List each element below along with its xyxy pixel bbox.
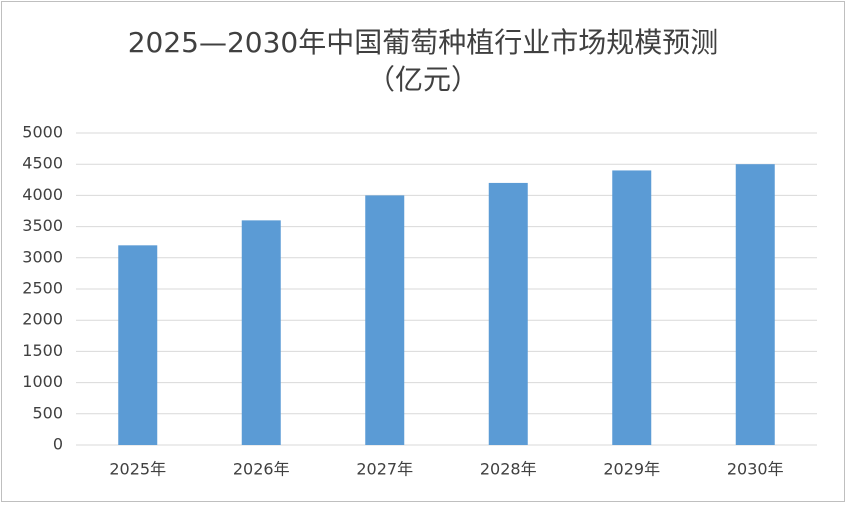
chart-subtitle: （亿元） <box>367 63 479 96</box>
y-tick-label: 500 <box>32 403 63 422</box>
x-tick-label: 2028年 <box>480 460 537 479</box>
y-tick-label: 3000 <box>22 247 63 266</box>
x-tick-label: 2025年 <box>109 460 166 479</box>
y-tick-label: 4000 <box>22 185 63 204</box>
bar <box>735 164 775 445</box>
y-tick-label: 2000 <box>22 310 63 329</box>
y-tick-label: 0 <box>53 435 63 454</box>
bar <box>612 170 652 445</box>
bar <box>118 245 158 445</box>
y-tick-label: 1000 <box>22 372 63 391</box>
x-tick-label: 2030年 <box>727 460 784 479</box>
bar <box>365 195 405 445</box>
bar <box>488 182 528 446</box>
y-tick-label: 2500 <box>22 279 63 298</box>
x-tick-label: 2029年 <box>603 460 660 479</box>
y-tick-label: 1500 <box>22 341 63 360</box>
chart-title: 2025—2030年中国葡萄种植行业市场规模预测 <box>128 26 719 59</box>
y-tick-label: 3500 <box>22 216 63 235</box>
bar <box>241 220 281 445</box>
y-tick-label: 4500 <box>22 154 63 173</box>
x-tick-label: 2026年 <box>233 460 290 479</box>
x-tick-label: 2027年 <box>356 460 413 479</box>
y-tick-label: 5000 <box>22 123 63 142</box>
